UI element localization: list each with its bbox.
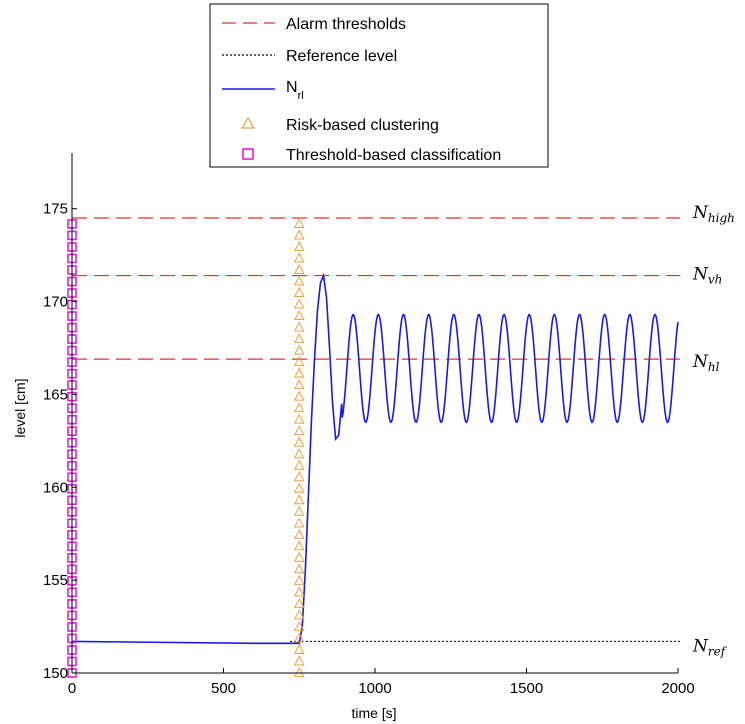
annotation-vh: Nvh	[692, 265, 722, 287]
annotation-ref: Nref	[692, 636, 728, 658]
risk-clustering-marker	[293, 563, 305, 574]
risk-clustering-marker	[293, 528, 305, 539]
risk-clustering-marker	[293, 309, 305, 321]
risk-clustering-marker	[293, 471, 305, 482]
plot-markers	[67, 217, 305, 678]
x-tick-label: 0	[68, 680, 76, 697]
annotation-high: Nhigh	[692, 203, 735, 225]
legend-nrl-label: Nrl	[286, 79, 304, 102]
risk-clustering-marker	[293, 643, 305, 654]
risk-clustering-marker	[293, 482, 305, 493]
risk-clustering-marker	[293, 263, 305, 274]
legend-square-swatch	[242, 148, 254, 160]
risk-clustering-marker	[293, 252, 305, 263]
x-tick-label: 2000	[661, 680, 694, 697]
legend-threshold-label: Threshold-based classification	[286, 147, 501, 164]
x-tick-label: 1000	[358, 680, 391, 697]
legend-reference-label: Reference level	[286, 48, 397, 65]
risk-clustering-marker	[293, 609, 305, 620]
series-line-nrl	[71, 272, 679, 645]
risk-clustering-marker	[293, 632, 305, 643]
risk-clustering-marker	[293, 402, 305, 413]
legend: Alarm thresholds Reference level Nrl Ris…	[209, 3, 549, 168]
risk-clustering-marker	[293, 540, 305, 551]
y-axis-label: level [cm]	[12, 378, 28, 437]
risk-clustering-marker	[293, 333, 305, 344]
risk-clustering-marker	[293, 229, 305, 240]
risk-clustering-marker	[293, 620, 305, 631]
risk-clustering-marker	[293, 551, 305, 562]
legend-alarm-label: Alarm thresholds	[286, 16, 406, 33]
risk-clustering-marker	[293, 286, 305, 298]
legend-box	[209, 3, 549, 168]
y-tick-label: 175	[43, 201, 68, 218]
risk-clustering-marker	[293, 574, 305, 585]
y-tick-label: 165	[43, 386, 68, 403]
plot-series	[71, 272, 679, 645]
risk-clustering-marker	[293, 425, 305, 436]
risk-clustering-marker	[293, 390, 305, 401]
risk-clustering-marker	[293, 459, 305, 470]
risk-clustering-marker	[293, 586, 305, 597]
threshold-annotations: Nhigh Nvh Nhl Nref	[692, 203, 735, 658]
risk-clustering-marker	[293, 655, 305, 666]
risk-clustering-marker	[293, 321, 305, 332]
risk-clustering-marker	[293, 379, 305, 390]
risk-clustering-marker	[293, 217, 305, 228]
risk-clustering-marker	[293, 356, 305, 367]
legend-triangle-swatch	[240, 116, 256, 129]
risk-clustering-marker	[293, 666, 305, 677]
y-tick-label: 160	[43, 479, 68, 496]
x-tick-label: 500	[211, 680, 236, 697]
risk-clustering-marker	[293, 367, 305, 378]
annotation-hl: Nhl	[692, 352, 720, 374]
risk-clustering-marker	[293, 448, 305, 459]
risk-clustering-marker	[293, 275, 305, 286]
risk-clustering-marker	[293, 413, 305, 424]
x-axis-label: time [s]	[351, 705, 396, 721]
risk-clustering-marker	[293, 505, 305, 516]
risk-clustering-marker	[293, 494, 305, 505]
risk-clustering-marker	[293, 517, 305, 528]
axes: 0 500 1000 1500 2000 150 155 160 165 170 175	[43, 153, 695, 697]
risk-clustering-marker	[293, 344, 305, 355]
risk-clustering-marker	[293, 436, 305, 447]
risk-clustering-marker	[293, 240, 305, 251]
risk-clustering-marker	[293, 298, 305, 309]
y-tick-label: 155	[43, 572, 68, 589]
risk-clustering-marker	[293, 597, 305, 608]
legend-risk-label: Risk-based clustering	[286, 117, 439, 134]
x-tick-label: 1500	[510, 680, 543, 697]
plot-lines	[72, 217, 680, 642]
y-tick-label: 150	[43, 665, 68, 682]
y-tick-label: 170	[43, 294, 68, 311]
